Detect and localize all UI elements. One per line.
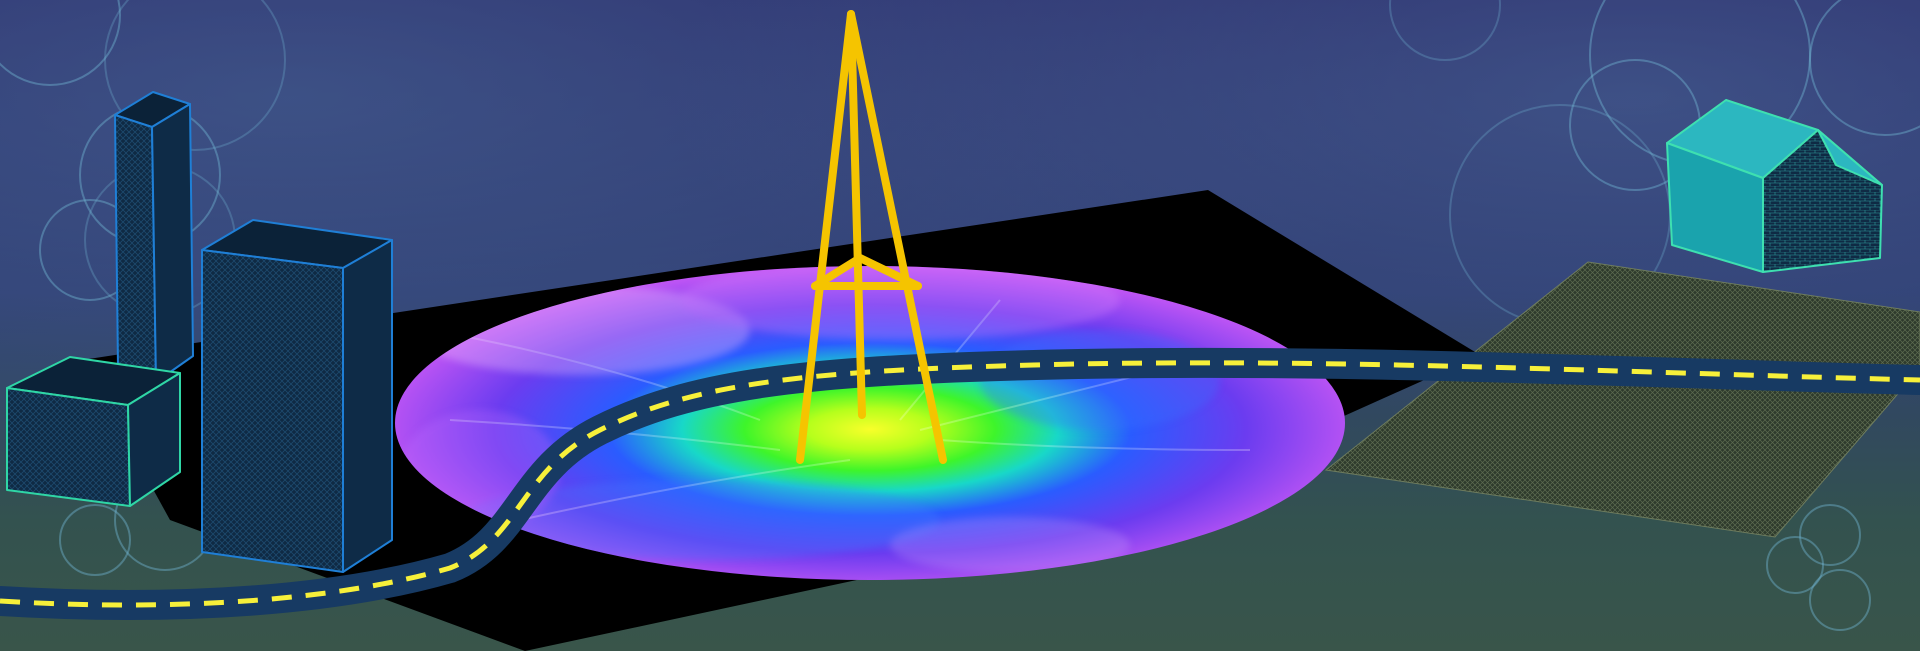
house	[1666, 99, 1883, 273]
road	[0, 347, 1920, 620]
signal-tower-icon	[796, 10, 947, 464]
skyscraper-wide	[201, 219, 393, 573]
road-center-line	[0, 360, 1920, 608]
skyscraper-tall	[114, 91, 194, 383]
field-plot	[1324, 261, 1920, 538]
building-small	[6, 356, 181, 507]
coverage-heatmap	[395, 266, 1345, 580]
